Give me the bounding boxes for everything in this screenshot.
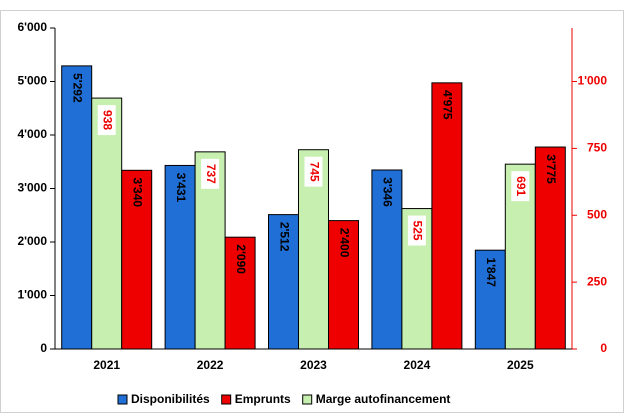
data-label: 4'975 xyxy=(441,90,455,120)
y-tick-label: 6'000 xyxy=(17,20,47,34)
data-label: 3'346 xyxy=(381,177,395,207)
y-tick-label: 4'000 xyxy=(17,127,47,141)
label-box xyxy=(304,156,323,187)
data-label: 691 xyxy=(514,176,528,196)
bar xyxy=(534,146,566,350)
bar xyxy=(268,214,299,350)
legend-swatch xyxy=(302,394,313,405)
data-label: 5'292 xyxy=(71,73,85,103)
y2-tick-label: 500 xyxy=(587,207,607,221)
bar xyxy=(164,164,196,350)
x-tick-label: 2022 xyxy=(197,358,224,372)
y-tick-label: 1'000 xyxy=(17,288,47,302)
bar xyxy=(224,236,256,350)
y-tick-label: 2'000 xyxy=(17,234,47,248)
y-tick-label: 0 xyxy=(40,341,47,355)
data-label: 2'400 xyxy=(337,228,351,258)
bar xyxy=(91,97,123,350)
data-label: 525 xyxy=(411,221,425,241)
data-label: 3'431 xyxy=(174,173,188,203)
y-tick-label: 5'000 xyxy=(17,74,47,88)
legend-swatch xyxy=(221,394,232,405)
legend-label: Disponibilités xyxy=(131,392,210,406)
bar xyxy=(61,65,93,350)
data-label: 2'512 xyxy=(277,222,291,252)
y2-tick-label: 0 xyxy=(600,341,607,355)
y2-tick-label: 250 xyxy=(587,274,607,288)
label-box xyxy=(97,105,116,136)
x-tick-label: 2025 xyxy=(507,358,534,372)
bar xyxy=(474,249,506,350)
y-tick-label: 3'000 xyxy=(17,181,47,195)
legend-label: Emprunts xyxy=(235,392,291,406)
frame xyxy=(0,10,624,413)
bar xyxy=(371,169,403,350)
data-label: 3'340 xyxy=(131,178,145,208)
x-tick-label: 2021 xyxy=(93,358,120,372)
label-box xyxy=(201,158,220,189)
y2-tick-label: 750 xyxy=(587,141,607,155)
data-label: 737 xyxy=(204,164,218,184)
legend-label: Marge autofinancement xyxy=(316,392,451,406)
data-label: 2'090 xyxy=(234,244,248,274)
x-tick-label: 2024 xyxy=(404,358,431,372)
bar xyxy=(121,169,153,350)
x-tick-label: 2023 xyxy=(300,358,327,372)
data-label: 1'847 xyxy=(484,257,498,287)
data-label: 938 xyxy=(101,110,115,130)
data-label: 745 xyxy=(307,162,321,182)
data-label: 3'775 xyxy=(544,154,558,184)
bar xyxy=(431,82,463,350)
label-box xyxy=(407,215,426,246)
label-box xyxy=(511,171,530,202)
y2-tick-label: 1'000 xyxy=(577,74,607,88)
legend-swatch xyxy=(117,394,128,405)
